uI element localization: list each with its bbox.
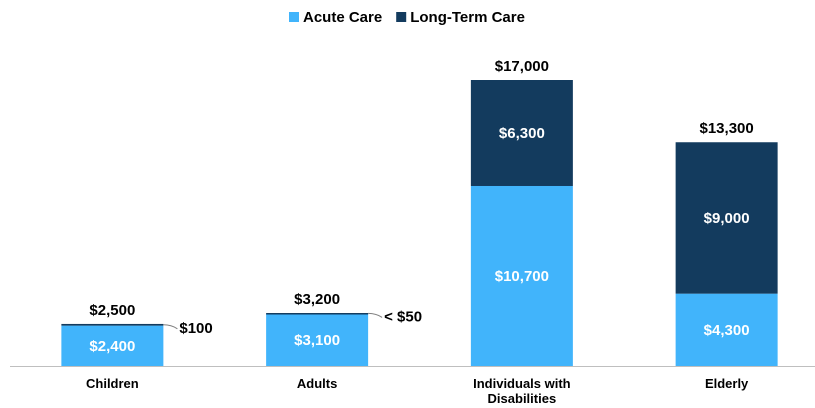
bar-segment xyxy=(61,325,164,366)
x-tick-label: Adults xyxy=(296,376,338,391)
value-label: $4,300 xyxy=(704,322,750,339)
bar-segment xyxy=(266,313,369,315)
value-label: $3,100 xyxy=(294,332,340,349)
value-label: $6,300 xyxy=(499,125,545,142)
leader-line xyxy=(368,312,383,318)
bar-segment xyxy=(470,80,573,186)
total-label: $13,300 xyxy=(700,120,754,137)
bar-segment xyxy=(675,293,778,366)
legend-swatch xyxy=(289,12,299,22)
legend-label: Acute Care xyxy=(303,9,382,26)
bar-segment xyxy=(470,185,573,366)
x-tick-label: Children xyxy=(86,376,139,391)
bar-segment xyxy=(675,142,778,294)
bar-segment xyxy=(61,323,164,326)
bar-segment xyxy=(266,313,369,366)
value-label: $9,000 xyxy=(704,210,750,227)
x-tick-label: Elderly xyxy=(704,376,749,391)
total-label: $2,500 xyxy=(89,302,135,319)
total-label: $17,000 xyxy=(495,58,549,75)
leader-line xyxy=(163,324,178,330)
legend-label: Long-Term Care xyxy=(410,9,525,26)
value-label: $100 xyxy=(179,320,212,337)
total-label: $3,200 xyxy=(294,291,340,308)
value-label: < $50 xyxy=(384,308,422,325)
legend-swatch xyxy=(396,12,407,22)
value-label: $10,700 xyxy=(495,268,549,285)
x-tick-label: Individuals with Disabilities xyxy=(473,376,571,406)
value-label: $2,400 xyxy=(89,338,135,355)
